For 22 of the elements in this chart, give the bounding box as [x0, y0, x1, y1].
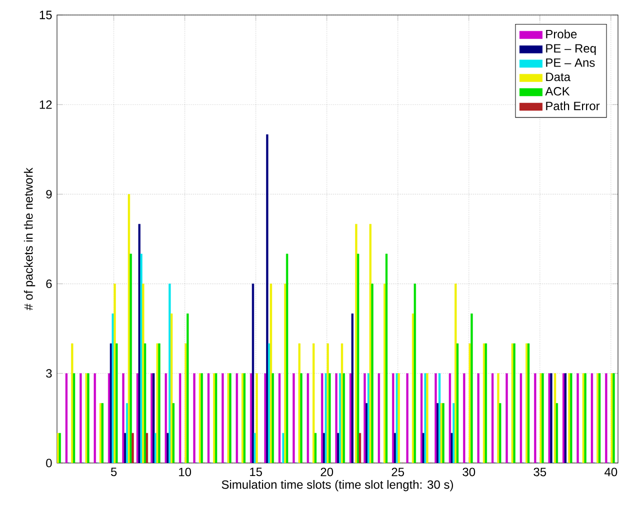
y-tick-label: 0: [46, 458, 52, 468]
x-tick-label: 10: [179, 468, 192, 476]
y-axis-title: # of packets in the network: [24, 168, 36, 310]
x-tick-label: 20: [320, 468, 334, 476]
legend-label: Data: [546, 72, 570, 82]
x-tick-label: 35: [534, 468, 546, 476]
x-tick-label: 5: [110, 468, 117, 476]
x-tick-label: 15: [250, 468, 262, 476]
y-tick-label: 9: [46, 190, 52, 198]
y-tick-label: 6: [46, 280, 52, 288]
x-tick-label: 30: [462, 468, 476, 476]
legend-label: ACK: [545, 87, 570, 96]
legend-label: PE – Ans: [546, 58, 595, 67]
x-tick-label: 40: [604, 468, 618, 476]
y-tick-label: 3: [46, 369, 52, 378]
y-tick-label: 15: [40, 10, 52, 20]
legend-label: PE – Req: [546, 44, 596, 56]
y-tick-label: 12: [40, 100, 52, 109]
legend-label: Probe: [546, 30, 577, 38]
x-tick-label: 25: [392, 468, 404, 476]
x-axis-title: Simulation time slots (time slot length: 30 s): [222, 480, 453, 492]
legend-label: Path Error: [546, 101, 600, 110]
